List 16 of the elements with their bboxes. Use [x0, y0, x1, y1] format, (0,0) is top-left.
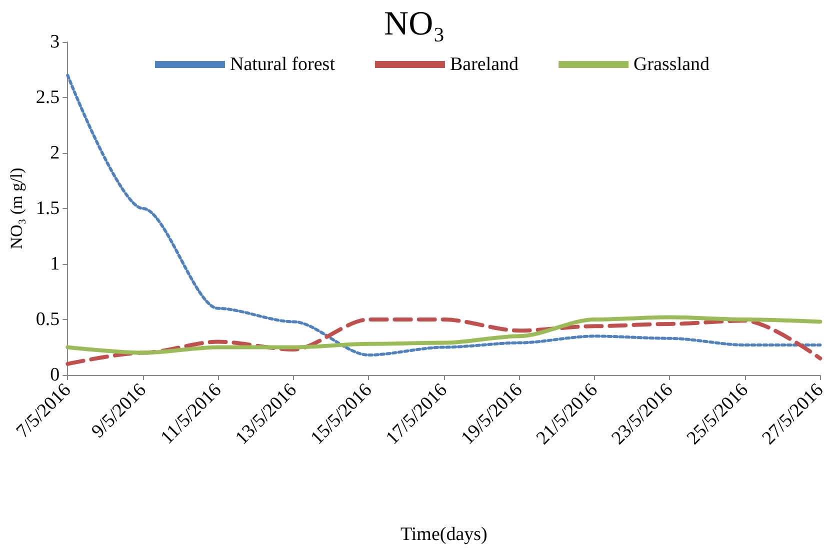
x-axis-title: Time(days) [400, 524, 488, 545]
y-tick-label: 0.5 [36, 309, 60, 330]
line-series [66, 74, 822, 357]
y-axis-title: NO₃ (m g/l) [7, 168, 26, 250]
line-series [66, 315, 822, 355]
y-tick-label: 3 [50, 32, 60, 52]
y-tick-label: 1.5 [36, 198, 60, 219]
line-series [66, 318, 822, 366]
legend-label: Bareland [450, 54, 520, 75]
y-tick-label: 2.5 [36, 87, 60, 108]
legend-label: Natural forest [230, 54, 336, 75]
y-tick-label: 2 [50, 142, 60, 164]
legend-label: Grassland [634, 54, 710, 75]
y-tick-label: 1 [50, 254, 60, 274]
chart-title: NO₃ [384, 6, 445, 42]
y-tick-label: 0 [50, 364, 60, 386]
